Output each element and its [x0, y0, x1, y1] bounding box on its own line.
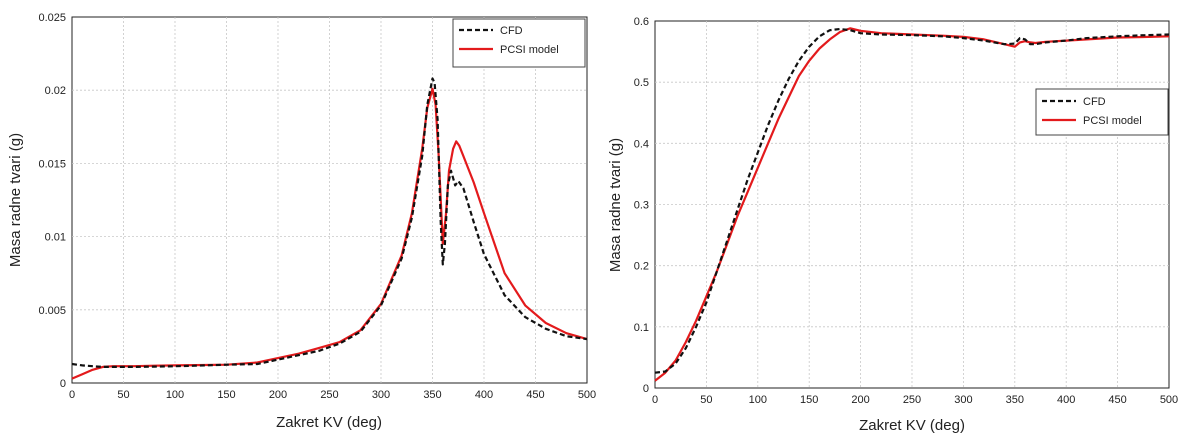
x-tick-label: 0	[69, 389, 75, 401]
x-tick-label: 50	[117, 389, 129, 401]
y-axis-label: Masa radne tvari (g)	[7, 133, 24, 267]
x-tick-labels: 0 50 100 150 200 250 300 350 400 450 500	[69, 389, 596, 401]
x-tick-labels: 0 50 100 150 200 250 300 350 400 450 500	[652, 394, 1178, 406]
x-tick-label: 250	[320, 389, 338, 401]
x-tick-label: 150	[800, 394, 818, 406]
x-tick-label: 400	[475, 389, 493, 401]
legend-box	[452, 18, 586, 68]
y-tick-label: 0.5	[634, 77, 649, 89]
y-tick-label: 0.1	[634, 322, 649, 334]
x-tick-label: 200	[269, 389, 287, 401]
x-tick-label: 400	[1057, 394, 1075, 406]
x-tick-label: 250	[903, 394, 921, 406]
series-group	[654, 27, 1170, 382]
y-tick-label: 0.005	[38, 305, 66, 317]
x-axis-label: Zakret KV (deg)	[276, 414, 382, 431]
x-tick-label: 500	[1160, 394, 1178, 406]
legend-label-cfd: CFD	[1083, 96, 1106, 108]
series-line-cfd	[71, 77, 588, 368]
x-tick-label: 300	[372, 389, 390, 401]
y-tick-label: 0.2	[634, 261, 649, 273]
chart-right: 0 50 100 150 200 250 300 350 400 450 500 0 0.1 0.2 0.…	[607, 16, 1178, 434]
y-tick-label: 0	[60, 378, 66, 390]
series-group	[71, 77, 588, 380]
y-tick-label: 0.015	[38, 158, 66, 170]
x-tick-label: 450	[526, 389, 544, 401]
grid	[655, 21, 1169, 388]
x-tick-label: 100	[166, 389, 184, 401]
legend-label-pcsi: PCSI model	[1083, 115, 1142, 127]
y-tick-label: 0.3	[634, 200, 649, 212]
x-tick-label: 350	[1006, 394, 1024, 406]
legend-label-cfd: CFD	[500, 25, 523, 37]
y-axis-label: Masa radne tvari (g)	[607, 138, 624, 272]
x-axis-label: Zakret KV (deg)	[859, 417, 965, 434]
x-tick-label: 450	[1108, 394, 1126, 406]
plot-area	[71, 16, 588, 384]
grid	[72, 17, 587, 383]
x-tick-label: 350	[423, 389, 441, 401]
chart-left: 0 50 100 150 200 250 300 350 400 450 500 0 0.005 0.0…	[7, 12, 596, 431]
legend: CFD PCSI model	[452, 18, 586, 68]
y-tick-label: 0.6	[634, 16, 649, 28]
y-tick-label: 0.02	[45, 85, 66, 97]
x-tick-label: 50	[700, 394, 712, 406]
y-tick-labels: 0 0.1 0.2 0.3 0.4 0.5 0.6	[634, 16, 649, 395]
x-tick-label: 300	[954, 394, 972, 406]
y-tick-label: 0.01	[45, 232, 66, 244]
x-tick-label: 200	[851, 394, 869, 406]
legend-box	[1035, 88, 1169, 136]
y-tick-labels: 0 0.005 0.01 0.015 0.02 0.025	[38, 12, 66, 390]
x-tick-label: 150	[217, 389, 235, 401]
y-tick-label: 0	[643, 383, 649, 395]
x-tick-label: 500	[578, 389, 596, 401]
x-tick-label: 0	[652, 394, 658, 406]
y-tick-label: 0.4	[634, 138, 649, 150]
legend: CFD PCSI model	[1035, 88, 1169, 136]
series-line-cfd	[654, 27, 1170, 374]
y-tick-label: 0.025	[38, 12, 66, 24]
legend-label-pcsi: PCSI model	[500, 44, 559, 56]
x-tick-label: 100	[749, 394, 767, 406]
